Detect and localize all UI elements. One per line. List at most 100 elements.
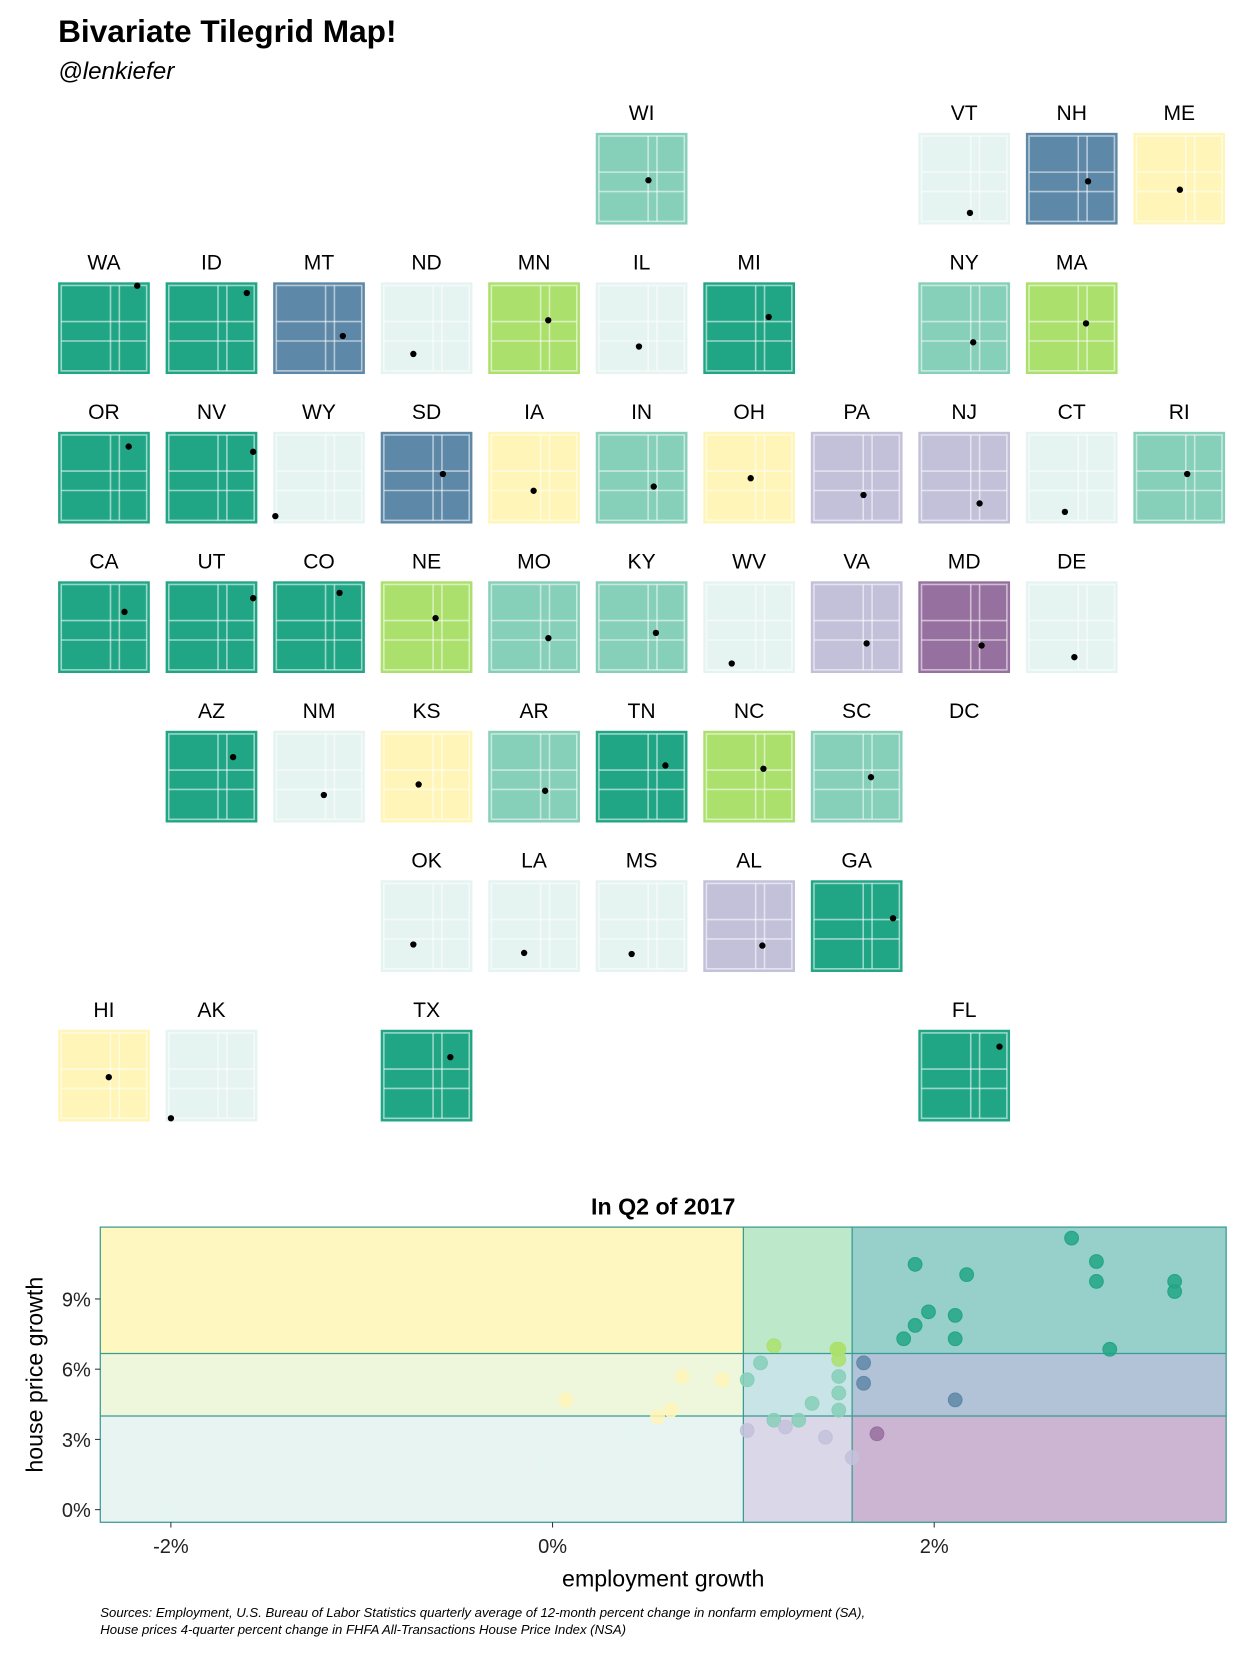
scatter-point bbox=[739, 1423, 755, 1438]
scatter-point bbox=[739, 1372, 755, 1388]
scatter-point bbox=[157, 1504, 173, 1520]
tile-label: IL bbox=[633, 252, 651, 275]
tile-border bbox=[383, 1032, 471, 1120]
tile bbox=[380, 431, 473, 524]
tile bbox=[703, 730, 795, 823]
tile-label: PA bbox=[843, 401, 870, 424]
tile-border bbox=[275, 434, 363, 522]
scatter-point bbox=[777, 1419, 793, 1435]
region bbox=[852, 1353, 1227, 1417]
tile bbox=[380, 1029, 473, 1122]
tile-label: AR bbox=[519, 700, 548, 723]
tile-dot bbox=[229, 753, 237, 761]
region bbox=[743, 1416, 853, 1523]
tile-label: WY bbox=[302, 401, 336, 424]
tile-label: KS bbox=[412, 700, 440, 723]
tile-label: KY bbox=[628, 551, 656, 574]
tile-label: NE bbox=[412, 551, 441, 574]
tile bbox=[488, 431, 580, 524]
tile bbox=[595, 581, 688, 674]
scatter-point bbox=[818, 1429, 833, 1445]
tile-border bbox=[1135, 135, 1223, 223]
scatter-point bbox=[791, 1412, 807, 1428]
y-tick-label: 9% bbox=[62, 1289, 91, 1311]
scatter-point bbox=[831, 1369, 847, 1384]
tile-dot bbox=[1071, 653, 1078, 661]
tile-label: MS bbox=[626, 850, 658, 873]
tile-label: AZ bbox=[198, 700, 225, 723]
tile-border bbox=[598, 733, 686, 821]
tile bbox=[58, 581, 150, 674]
tile-label: OH bbox=[733, 401, 765, 424]
tile-label: MT bbox=[304, 252, 335, 275]
tile-border bbox=[598, 882, 686, 970]
tile-border bbox=[490, 583, 578, 671]
tile bbox=[165, 730, 258, 823]
tile-label: OK bbox=[411, 850, 441, 873]
tile-border bbox=[60, 583, 148, 671]
y-axis-label: house price growth bbox=[21, 1277, 47, 1473]
region bbox=[100, 1353, 744, 1417]
tile-dot bbox=[439, 470, 447, 478]
tile-border bbox=[705, 284, 793, 372]
tile-label: VA bbox=[843, 551, 870, 574]
tile-border bbox=[490, 882, 578, 970]
tile-dot bbox=[635, 343, 643, 350]
tile-border bbox=[705, 882, 793, 970]
tile bbox=[595, 282, 688, 375]
tile-dot bbox=[628, 950, 635, 958]
tile-dot bbox=[121, 608, 128, 616]
scatter-point bbox=[907, 1256, 923, 1272]
tile-border bbox=[920, 1032, 1008, 1120]
tile-border bbox=[383, 733, 471, 821]
scatter-point bbox=[831, 1385, 847, 1401]
source-note: House prices 4-quarter percent change in… bbox=[100, 1622, 626, 1637]
tile-label: DE bbox=[1057, 551, 1086, 574]
tile bbox=[595, 880, 688, 972]
tile-border bbox=[920, 434, 1008, 522]
tile-dot bbox=[249, 595, 257, 602]
tile-dot bbox=[728, 660, 735, 667]
tile bbox=[1133, 132, 1226, 225]
tile-label: NJ bbox=[951, 401, 977, 424]
tile-label: NM bbox=[303, 700, 336, 723]
tile bbox=[273, 431, 365, 524]
tile-label: MN bbox=[518, 252, 551, 275]
tile-border bbox=[813, 583, 901, 671]
tile-border bbox=[920, 583, 1008, 671]
scatter-point bbox=[1167, 1274, 1183, 1289]
tile bbox=[810, 431, 903, 524]
tile-dot bbox=[1184, 470, 1191, 478]
tile bbox=[595, 132, 688, 225]
tile-dot bbox=[545, 317, 552, 324]
tile-border bbox=[813, 882, 901, 970]
tile-label: NY bbox=[950, 252, 979, 275]
tile-label: VT bbox=[951, 102, 978, 125]
scatter-point bbox=[869, 1426, 885, 1442]
scatter-point bbox=[1089, 1254, 1104, 1269]
scatter-point bbox=[119, 1491, 135, 1506]
tile-dot bbox=[1082, 320, 1090, 327]
scatter-point bbox=[650, 1409, 665, 1425]
tile bbox=[380, 730, 473, 823]
tile-label: ND bbox=[411, 252, 441, 275]
tile-border bbox=[168, 1032, 255, 1120]
tile-border bbox=[383, 583, 471, 671]
tile-dot bbox=[530, 487, 537, 494]
tile bbox=[273, 581, 365, 674]
tile-border bbox=[598, 135, 686, 223]
scatter-point bbox=[571, 1477, 587, 1493]
tile-border bbox=[1135, 434, 1223, 522]
scatter-title: In Q2 of 2017 bbox=[591, 1193, 735, 1219]
scatter-point bbox=[766, 1412, 782, 1428]
chart-title: Bivariate Tilegrid Map! bbox=[58, 13, 396, 49]
tile-border bbox=[490, 434, 578, 522]
scatter-point bbox=[766, 1338, 782, 1354]
scatter-point bbox=[856, 1355, 871, 1371]
y-tick-label: 6% bbox=[62, 1360, 91, 1382]
tile-label: ID bbox=[201, 252, 222, 275]
scatter-point bbox=[753, 1355, 768, 1371]
tile-dot bbox=[759, 942, 766, 949]
scatter-point bbox=[804, 1395, 820, 1411]
tile-dot bbox=[978, 642, 985, 649]
